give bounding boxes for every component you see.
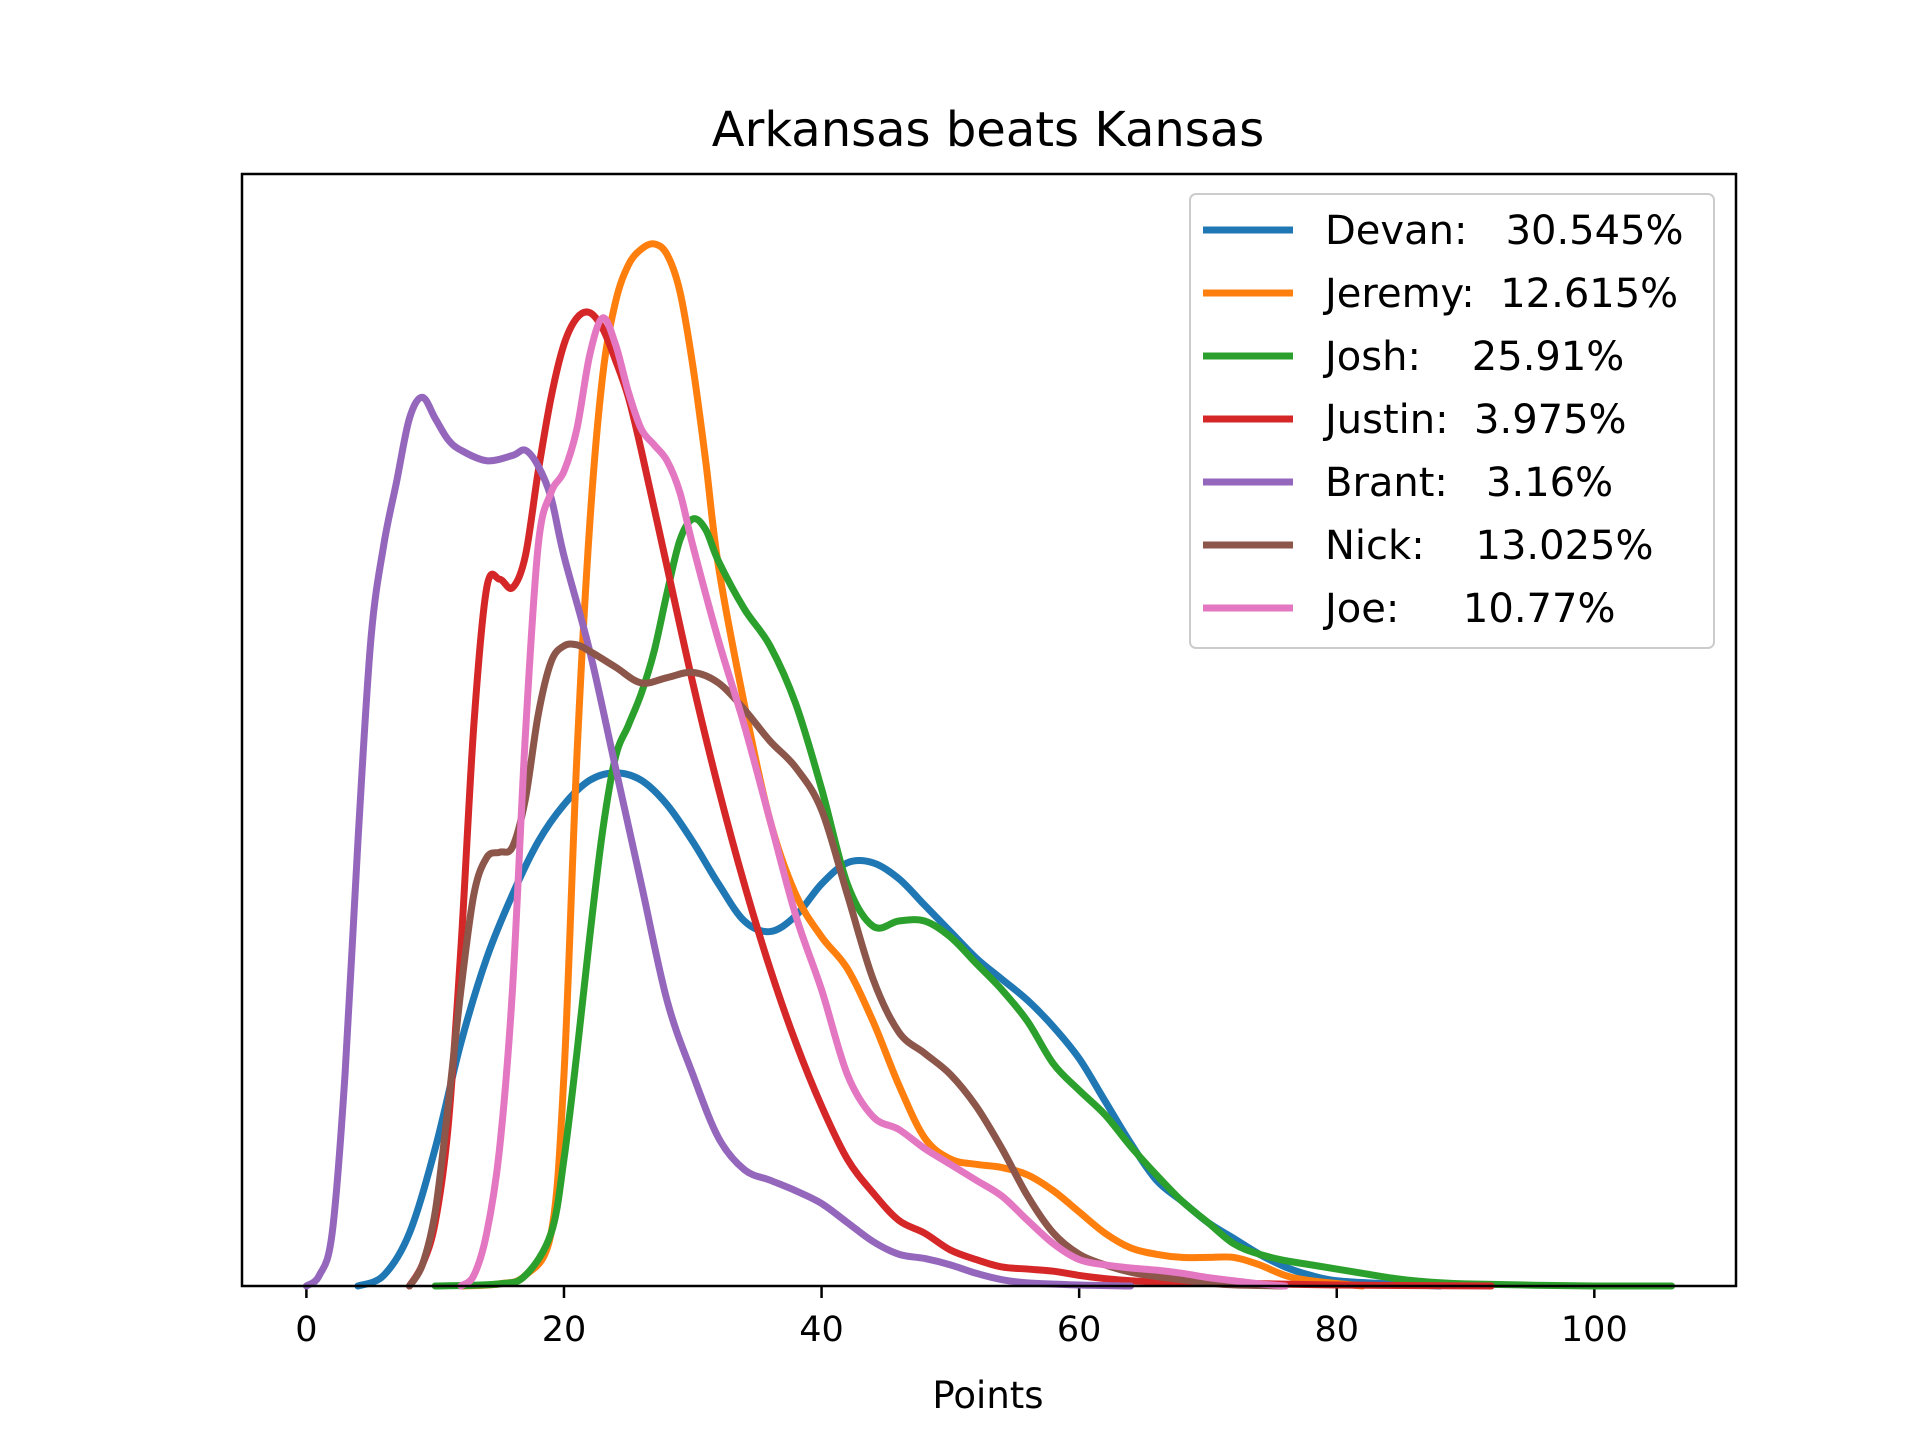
legend: Devan: 30.545% Jeremy: 12.615% Josh: 25.91…	[1189, 193, 1715, 649]
legend-label: Joe: 10.77%	[1322, 586, 1615, 632]
legend-label: Devan: 30.545%	[1325, 208, 1684, 254]
series-lines	[302, 240, 1676, 1290]
legend-label: Josh: 25.91%	[1322, 334, 1624, 380]
x-tick-label: 100	[1561, 1310, 1628, 1350]
chart-title: Arkansas beats Kansas	[712, 102, 1264, 158]
x-tick-label: 40	[799, 1310, 844, 1350]
series-line-3	[405, 308, 1495, 1290]
series-line-2	[431, 515, 1676, 1290]
x-tick-label: 60	[1057, 1310, 1102, 1350]
legend-label: Justin: 3.975%	[1322, 397, 1627, 443]
legend-label: Jeremy: 12.615%	[1322, 271, 1678, 317]
x-axis-label: Points	[932, 1374, 1043, 1417]
legend-label: Nick: 13.025%	[1325, 523, 1654, 569]
x-tick-label: 80	[1314, 1310, 1359, 1350]
x-tick-label: 20	[542, 1310, 587, 1350]
x-axis-ticks: 0 20 40 60 80 100	[295, 1286, 1628, 1350]
x-tick-label: 0	[295, 1310, 317, 1350]
legend-label: Brant: 3.16%	[1325, 460, 1613, 506]
series-line-4	[302, 393, 1135, 1290]
series-line-6	[457, 314, 1289, 1290]
legend-frame	[1189, 193, 1715, 649]
plot-area-frame	[240, 172, 1738, 1288]
